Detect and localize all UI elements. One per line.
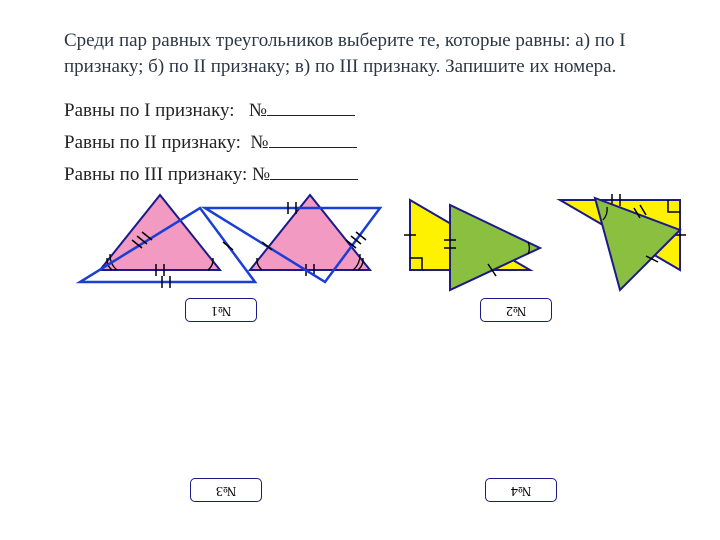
answer1-label: Равны по I признаку: <box>64 100 235 121</box>
numsign: № <box>252 164 270 185</box>
label-1-text: №1 <box>211 302 231 318</box>
numsign: № <box>249 100 267 121</box>
answer3-blank <box>270 160 358 180</box>
answer1-blank <box>267 96 355 116</box>
label-2: №2 <box>480 298 552 322</box>
triangle-4b <box>595 198 680 290</box>
label-3: №3 <box>190 478 262 502</box>
label-4: №4 <box>485 478 557 502</box>
label-1: №1 <box>185 298 257 322</box>
answer2-blank <box>269 128 357 148</box>
figure-4 <box>430 190 690 320</box>
label-4-text: №4 <box>511 482 531 498</box>
figure-3 <box>70 190 390 310</box>
task-text: Среди пар равных треугольников выберите … <box>64 28 664 79</box>
answer-block: Равны по I признаку: № Равны по II призн… <box>64 96 358 192</box>
answer3-label: Равны по III признаку: <box>64 164 247 185</box>
numsign: № <box>250 132 268 153</box>
label-2-text: №2 <box>506 302 526 318</box>
figures-area: №1 №2 №3 №4 <box>0 190 720 530</box>
label-3-text: №3 <box>216 482 236 498</box>
triangle-4a <box>444 205 540 290</box>
answer2-label: Равны по II признаку: <box>64 132 241 153</box>
